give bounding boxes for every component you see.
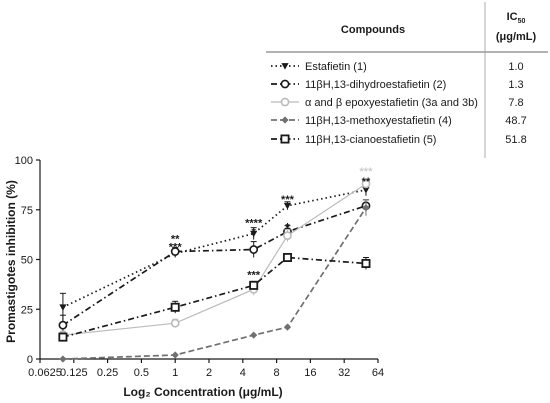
significance-mark: ***	[360, 166, 374, 178]
x-tick-label: 64	[372, 367, 384, 379]
legend-entry-1: Estafietin (1) 1.0	[271, 61, 524, 73]
legend-marker	[281, 116, 289, 124]
significance-mark: ***	[247, 269, 261, 281]
legend-entry-5: 11βH,13-cianoestafietin (5) 51.8	[271, 134, 527, 146]
y-axis: 0 25 50 75 100	[15, 155, 41, 366]
significance-mark: **	[171, 234, 180, 246]
series-3	[58, 179, 371, 340]
legend-header-ic50-unit: (μg/mL)	[496, 31, 537, 43]
significance-mark: ****	[245, 218, 263, 230]
legend-label: 11βH,13-methoxyestafietin (4)	[305, 115, 452, 127]
legend-table: Compounds IC50 (μg/mL) Estafietin (1) 1.0…	[266, 2, 548, 158]
data-point	[361, 258, 371, 268]
data-point	[170, 318, 180, 328]
legend-marker	[280, 134, 290, 144]
legend-ic50-value: 7.8	[508, 97, 523, 109]
x-axis-label: Log₂ Concentration (μg/mL)	[123, 385, 282, 399]
data-point	[362, 186, 370, 194]
series-line	[62, 207, 367, 360]
legend-label: Estafietin (1)	[305, 61, 367, 73]
legend-ic50-value: 1.0	[508, 61, 523, 73]
data-point	[170, 247, 180, 256]
legend-entry-2: 11βH,13-dihydroestafietin (2) 1.3	[271, 79, 524, 91]
data-point	[58, 332, 68, 342]
data-point	[59, 355, 67, 363]
data-point	[249, 245, 259, 254]
x-tick-label: 0.25	[97, 367, 118, 379]
data-point	[171, 351, 179, 359]
x-tick-label: 0.0625	[28, 367, 62, 379]
x-tick-label: 0.125	[60, 367, 88, 379]
legend-label: 11βH,13-dihydroestafietin (2)	[305, 79, 446, 91]
series-2	[58, 199, 371, 336]
y-tick-label: 25	[21, 304, 33, 316]
series-line	[62, 256, 367, 338]
y-tick-label: 50	[21, 255, 33, 267]
series-1	[59, 183, 370, 322]
series-line	[62, 204, 367, 326]
x-tick-label: 2	[206, 367, 212, 379]
data-point	[282, 253, 292, 263]
x-tick-label: 4	[240, 367, 246, 379]
series-line	[62, 189, 367, 309]
y-axis-label: Promastigotes inhibition (%)	[4, 180, 18, 343]
legend-entry-3: α and β epoxyestafietin (3a and 3b) 7.8	[271, 97, 524, 109]
legend-header-compounds: Compounds	[341, 24, 405, 36]
legend-ic50-value: 1.3	[508, 79, 523, 91]
significance-annotations: **********************	[169, 166, 373, 281]
x-tick-label: 16	[304, 367, 316, 379]
legend-ic50-value: 51.8	[505, 134, 526, 146]
legend-ic50-value: 48.7	[505, 115, 526, 127]
legend-marker	[280, 97, 290, 107]
legend-marker	[281, 63, 289, 70]
data-point	[58, 320, 68, 330]
series-layer	[58, 179, 371, 363]
data-point	[170, 302, 180, 312]
data-point	[250, 331, 258, 339]
series-4	[59, 199, 370, 363]
significance-mark: *	[285, 222, 290, 234]
significance-mark: *	[252, 227, 257, 239]
y-tick-label: 100	[15, 155, 33, 167]
x-tick-label: 0.5	[134, 367, 149, 379]
significance-mark: ***	[169, 242, 183, 254]
series-5	[58, 253, 371, 342]
legend-header-ic50: IC50	[507, 11, 526, 25]
y-tick-label: 0	[27, 354, 33, 366]
significance-mark: **	[362, 176, 371, 188]
significance-mark: ***	[281, 194, 295, 206]
x-tick-label: 8	[274, 367, 280, 379]
data-point	[59, 304, 67, 311]
data-point	[361, 179, 371, 189]
data-point	[283, 202, 292, 210]
legend-marker	[280, 79, 290, 89]
data-point	[283, 323, 292, 331]
data-point	[283, 231, 292, 241]
data-point	[362, 204, 370, 212]
legend-entry-4: 11βH,13-methoxyestafietin (4) 48.7	[271, 115, 527, 127]
x-tick-label: 32	[338, 367, 350, 379]
legend-label: 11βH,13-cianoestafietin (5)	[305, 134, 436, 146]
data-point	[249, 280, 259, 290]
y-tick-label: 75	[21, 205, 33, 217]
x-tick-label: 1	[172, 367, 178, 379]
data-point	[250, 230, 258, 238]
legend-label: α and β epoxyestafietin (3a and 3b)	[305, 97, 478, 109]
